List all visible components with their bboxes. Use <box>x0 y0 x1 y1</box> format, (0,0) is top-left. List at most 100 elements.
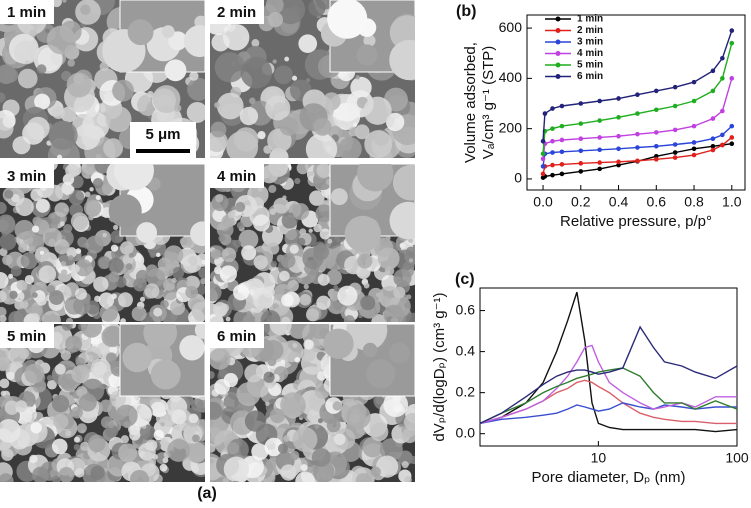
sem-label-box <box>210 324 264 348</box>
grain <box>219 265 237 283</box>
grain <box>189 71 199 81</box>
grain <box>226 442 240 455</box>
legend-label: 1 min <box>577 14 603 25</box>
point <box>550 138 555 144</box>
point <box>597 118 602 123</box>
inset-grain <box>127 19 154 46</box>
grain <box>370 466 381 477</box>
grain <box>61 181 75 195</box>
grain <box>227 211 236 219</box>
grain <box>289 450 300 461</box>
grain <box>6 371 15 381</box>
legend-marker <box>555 51 561 56</box>
grain <box>118 443 138 463</box>
grain <box>66 247 77 258</box>
grain <box>267 12 284 28</box>
grain <box>29 312 40 322</box>
sem-label: 3 min <box>7 168 46 185</box>
inset-grain <box>168 31 188 51</box>
grain <box>406 294 412 300</box>
grain <box>302 247 324 270</box>
grain <box>75 357 85 367</box>
grain <box>162 457 169 464</box>
point <box>559 123 565 129</box>
point <box>653 88 659 94</box>
grain <box>297 237 306 246</box>
point <box>729 28 735 33</box>
inset-grain <box>330 188 348 206</box>
grain <box>289 244 299 254</box>
grain <box>295 471 316 482</box>
grain <box>233 239 242 248</box>
sem-image: 6 min <box>210 324 415 482</box>
inset-grain <box>113 164 154 191</box>
inset-grain <box>161 25 175 38</box>
x-tick-label: 100 <box>725 450 749 466</box>
grain <box>149 251 156 258</box>
inset-grain <box>366 359 396 389</box>
grain <box>125 263 133 270</box>
grain <box>46 266 54 275</box>
grain <box>280 253 296 269</box>
point <box>710 147 716 153</box>
grain <box>99 399 113 413</box>
point <box>597 98 602 104</box>
grain <box>70 264 80 274</box>
grain <box>115 404 138 427</box>
grain <box>71 406 84 419</box>
x-axis-label: Relative pressure, p/p° <box>560 213 712 230</box>
grain <box>214 378 230 395</box>
grain <box>218 234 226 242</box>
grain <box>0 390 7 397</box>
series-line <box>479 367 738 425</box>
grain <box>235 202 246 213</box>
grain <box>120 435 129 444</box>
grain <box>277 443 289 454</box>
grain <box>280 359 286 365</box>
grain <box>308 228 313 233</box>
grain <box>117 292 133 308</box>
grain <box>61 324 73 331</box>
grain <box>191 398 204 412</box>
grain <box>57 154 63 158</box>
grain <box>268 184 277 194</box>
grain <box>0 272 9 289</box>
x-axis-label: Pore diameter, Dₚ (nm) <box>532 469 686 486</box>
grain <box>80 441 90 451</box>
grain <box>84 191 91 198</box>
y-axis-label: Volume adsorbed, <box>462 42 479 163</box>
point <box>559 149 565 155</box>
grain <box>223 394 239 410</box>
inset-grain <box>143 324 178 350</box>
grain <box>308 0 326 17</box>
grain <box>298 34 318 54</box>
grain <box>364 130 393 158</box>
point <box>691 140 697 145</box>
grain <box>185 441 205 463</box>
grain <box>105 424 119 438</box>
grain <box>299 293 312 306</box>
grain <box>24 363 45 384</box>
sem-label: 5 min <box>7 328 46 345</box>
grain <box>210 420 213 426</box>
grain <box>280 464 297 481</box>
point <box>559 103 565 109</box>
inset-grain <box>194 15 205 29</box>
grain <box>129 469 150 482</box>
grain <box>32 216 42 226</box>
grain <box>192 434 200 443</box>
series-line <box>479 325 738 425</box>
grain <box>88 434 106 453</box>
grain <box>171 409 187 425</box>
grain <box>393 286 406 299</box>
grain <box>329 290 341 302</box>
point <box>578 161 584 166</box>
grain <box>46 374 53 382</box>
grain <box>16 279 28 291</box>
grain <box>306 413 313 420</box>
point <box>578 169 584 174</box>
grain <box>18 348 30 360</box>
point <box>597 135 602 140</box>
grain <box>404 476 412 482</box>
grain <box>120 241 134 255</box>
